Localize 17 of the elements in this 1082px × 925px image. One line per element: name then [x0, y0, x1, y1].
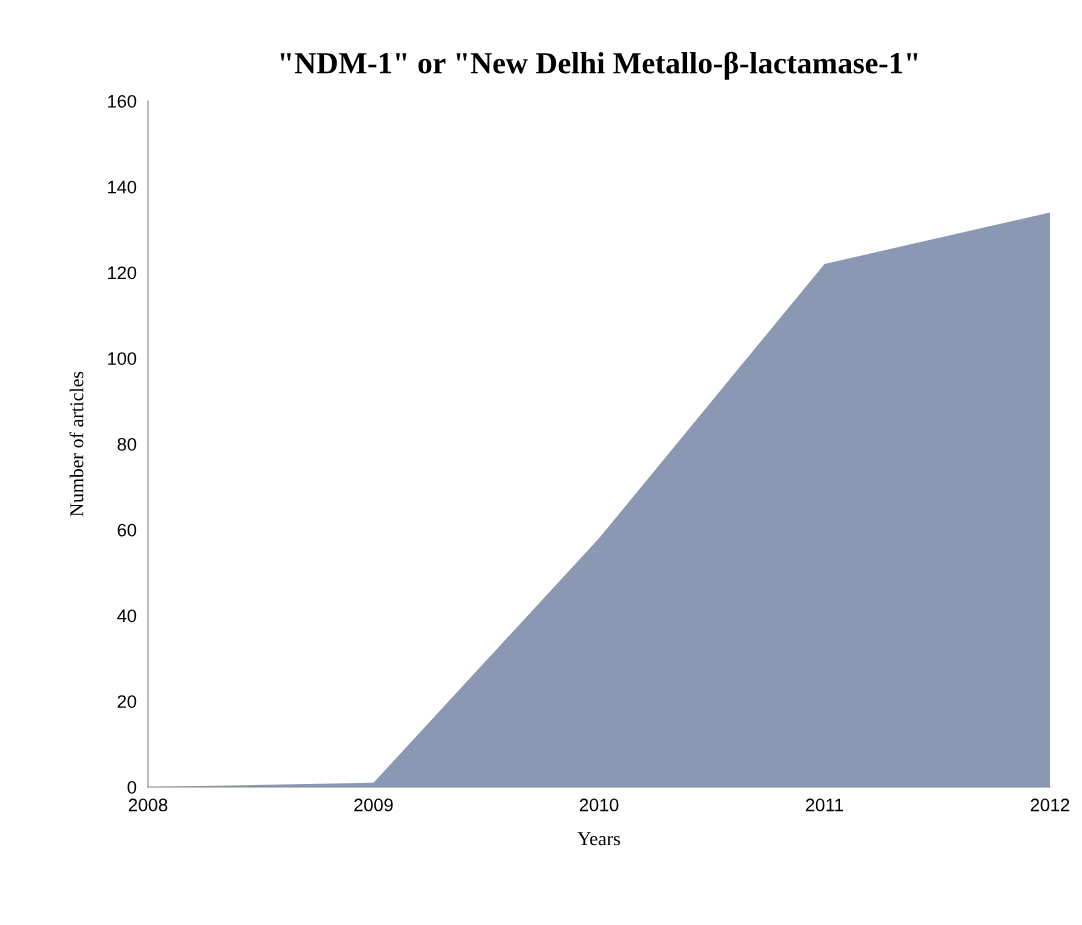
y-tick-label: 140	[108, 180, 137, 194]
x-tick-label: 2009	[354, 798, 393, 812]
y-tick-label: 80	[117, 437, 137, 451]
chart-title: "NDM-1" or "New Delhi Metallo-β-lactamase-1"	[280, 51, 918, 80]
y-tick-label: 160	[108, 94, 137, 108]
x-tick-label: 2012	[1030, 798, 1070, 812]
y-tick-label: 40	[117, 609, 137, 623]
x-axis-title: Years	[577, 832, 620, 846]
y-axis-title: Number of articles	[69, 371, 84, 517]
y-tick-label: 120	[108, 266, 137, 280]
x-tick-label: 2010	[579, 798, 619, 812]
x-tick-label: 2008	[128, 798, 168, 812]
y-tick-label: 0	[127, 780, 137, 794]
y-tick-label: 60	[117, 523, 137, 537]
x-tick-label: 2011	[805, 798, 844, 812]
y-tick-label: 100	[108, 352, 137, 365]
y-tick-label: 20	[117, 695, 137, 708]
